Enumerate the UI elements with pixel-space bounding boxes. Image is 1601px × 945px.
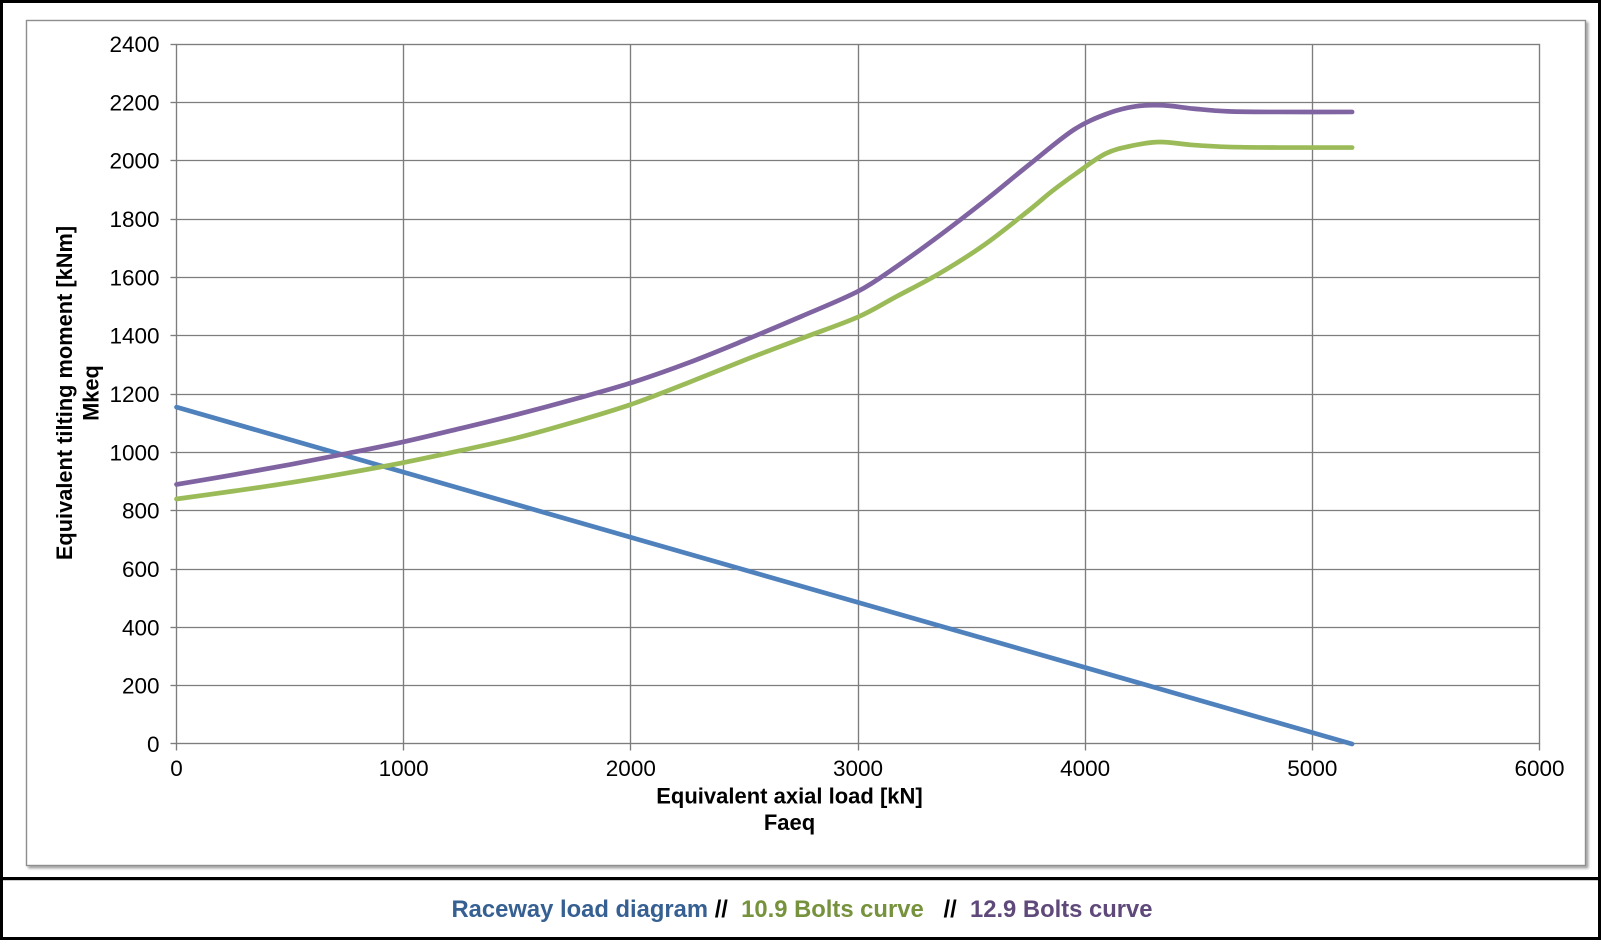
svg-text:6000: 6000	[1514, 756, 1564, 781]
svg-text:0: 0	[147, 732, 160, 757]
svg-text:1000: 1000	[379, 756, 429, 781]
svg-text:600: 600	[122, 557, 160, 582]
svg-text:1400: 1400	[109, 324, 159, 349]
svg-text:5000: 5000	[1287, 756, 1337, 781]
svg-text:2000: 2000	[606, 756, 656, 781]
svg-text:2400: 2400	[109, 32, 159, 57]
svg-text:0: 0	[170, 756, 183, 781]
svg-text:Equivalent axial load [kN]: Equivalent axial load [kN]	[656, 784, 923, 809]
svg-text:Raceway load diagram // 10.9: Raceway load diagram // 10.9 Bolts curve…	[451, 896, 1152, 923]
svg-text:2200: 2200	[109, 90, 159, 115]
svg-text:1000: 1000	[109, 440, 159, 465]
svg-text:1200: 1200	[109, 382, 159, 407]
svg-text:800: 800	[122, 499, 160, 524]
svg-text:3000: 3000	[833, 756, 883, 781]
svg-text:2000: 2000	[109, 149, 159, 174]
svg-text:4000: 4000	[1060, 756, 1110, 781]
svg-text:200: 200	[122, 674, 160, 699]
svg-text:1600: 1600	[109, 265, 159, 290]
svg-text:1800: 1800	[109, 207, 159, 232]
svg-text:Equivalent tilting moment [kNm: Equivalent tilting moment [kNm]	[52, 226, 77, 560]
svg-text:Faeq: Faeq	[764, 810, 815, 835]
svg-text:Mkeq: Mkeq	[78, 365, 103, 421]
svg-text:400: 400	[122, 615, 160, 640]
